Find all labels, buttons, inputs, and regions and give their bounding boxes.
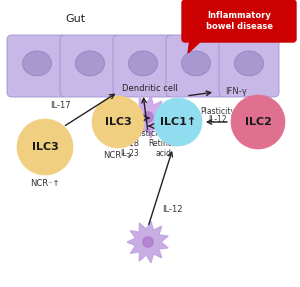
Text: Dendritic cell: Dendritic cell [122, 84, 178, 93]
Polygon shape [127, 221, 168, 263]
FancyBboxPatch shape [219, 35, 279, 97]
FancyBboxPatch shape [7, 35, 67, 97]
Text: NCR⁺↓: NCR⁺↓ [103, 152, 133, 160]
Text: ILC3: ILC3 [32, 142, 58, 152]
Text: IL-12: IL-12 [209, 115, 227, 125]
FancyBboxPatch shape [182, 0, 296, 42]
Text: ILC1↑: ILC1↑ [160, 117, 196, 127]
Text: IL-17: IL-17 [50, 100, 70, 110]
Text: IL-12: IL-12 [162, 205, 182, 214]
Text: Plasticity: Plasticity [200, 108, 236, 117]
Text: Plasticity: Plasticity [130, 129, 166, 139]
Text: IL-1B
IL-23: IL-1B IL-23 [121, 139, 140, 158]
FancyBboxPatch shape [113, 35, 173, 97]
Text: Retinoic
acid: Retinoic acid [148, 139, 179, 158]
Text: NCR⁻↑: NCR⁻↑ [30, 179, 60, 187]
Text: IFN-γ: IFN-γ [225, 88, 247, 96]
Circle shape [231, 95, 285, 149]
Ellipse shape [235, 51, 263, 76]
Ellipse shape [22, 51, 52, 76]
Text: Gut: Gut [65, 14, 85, 24]
Polygon shape [188, 39, 203, 53]
Circle shape [143, 237, 153, 247]
Text: ILC3: ILC3 [105, 117, 131, 127]
Ellipse shape [182, 51, 211, 76]
Circle shape [17, 119, 73, 175]
Circle shape [92, 96, 144, 148]
FancyBboxPatch shape [60, 35, 120, 97]
Ellipse shape [76, 51, 104, 76]
Text: Inflammatory
bowel disease: Inflammatory bowel disease [206, 11, 272, 31]
Polygon shape [127, 96, 168, 138]
Ellipse shape [128, 51, 158, 76]
FancyBboxPatch shape [166, 35, 226, 97]
Text: ILC2: ILC2 [244, 117, 272, 127]
Circle shape [154, 98, 202, 146]
Circle shape [143, 112, 153, 122]
